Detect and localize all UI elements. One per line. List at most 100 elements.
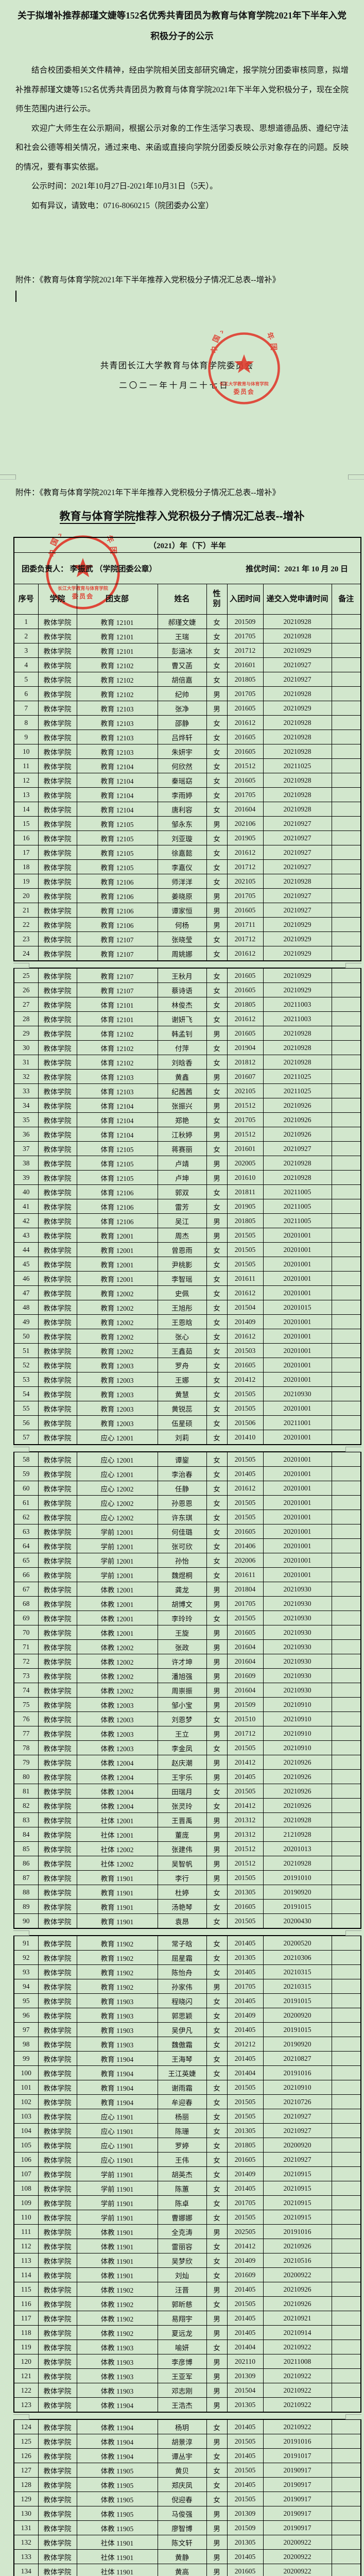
table-cell: 20210926 (263, 1098, 332, 1113)
table-cell: 39 (13, 1170, 39, 1185)
table-cell: 教育 12001 (76, 1242, 158, 1257)
table-cell: 20211003 (263, 997, 332, 1012)
table-cell: 91 (13, 1935, 39, 1951)
table-cell: 学前 11901 (76, 2181, 158, 2196)
table-cell: 20190920 (263, 2037, 332, 2052)
table-cell: 201505 (227, 1510, 264, 1524)
table-cell: 123 (13, 2397, 39, 2413)
table-cell: 35 (13, 1112, 39, 1127)
table-cell: 62 (13, 1510, 39, 1524)
table-cell: 201505 (227, 2434, 264, 2449)
page-margin-mark-left (13, 1447, 29, 1452)
table-cell: 20210930 (263, 1625, 332, 1640)
table-cell: 女 (206, 2051, 228, 2066)
table-cell: 应心 12002 (76, 1481, 158, 1496)
table-row: 58 教体学院 应心 12001 谭鋆女 201505 20201001 (13, 1451, 361, 1467)
table-cell: 教育 12107 (76, 931, 158, 946)
table-cell: 教体学院 (38, 2354, 77, 2369)
table-cell: 95 (13, 1993, 39, 2008)
table-cell: 教体学院 (38, 1213, 77, 1228)
table-cell: 曹娜娜 (157, 2210, 207, 2225)
table-cell (331, 2094, 361, 2109)
table-cell (331, 1141, 361, 1156)
table-cell: 20210929 (263, 946, 332, 961)
table-cell: 夏远龙 (157, 2325, 207, 2340)
table-cell (331, 2296, 361, 2311)
table-row: 118 教体学院 体教 11902 夏远龙男 201405 20210914 (13, 2325, 361, 2340)
table-cell: 杨玥 (157, 2419, 207, 2434)
table-cell: 21210928 (263, 1827, 332, 1842)
table-cell: 王恩晗 (157, 1314, 207, 1329)
table-cell: 201503 (227, 1343, 264, 1358)
table-row: 88 教体学院 教育 11901 杜婷女 201305 20190920 (13, 1885, 361, 1900)
table-cell: 201604 (227, 802, 264, 817)
table-cell: 曾恩雨 (157, 1242, 207, 1257)
table-cell (331, 2477, 361, 2492)
table-cell: 体育 12102 (76, 1040, 158, 1055)
text-cursor[interactable] (15, 291, 16, 302)
table-cell: 教体学院 (38, 1466, 77, 1481)
table-cell: 男 (206, 888, 228, 903)
table-cell: 女 (206, 1055, 228, 1070)
table-cell: 201612 (227, 1011, 264, 1026)
table-row: 99 教体学院 教育 11904 王海琴女 201405 20210827 (13, 2051, 361, 2066)
table-cell: 20 (13, 888, 39, 903)
table-cell: 53 (13, 1372, 39, 1387)
table-cell: 20210930 (263, 1386, 332, 1401)
table-cell: 教体学院 (38, 787, 77, 802)
table-cell: 教体学院 (38, 845, 77, 860)
table-cell: 教育 12102 (76, 672, 158, 687)
table-cell: 教育 12102 (76, 686, 158, 701)
table-row: 112 教体学院 体教 11901 雷丽容女 201412 20210926 (13, 2239, 361, 2253)
table-cell: 教体学院 (38, 1415, 77, 1430)
table-cell: 201406 (227, 1538, 264, 1553)
table-cell: 教体学院 (38, 802, 77, 817)
table-row: 73 教体学院 体教 12002 潘旭强男 201609 20210930 (13, 1668, 361, 1683)
table-cell: 男 (206, 2354, 228, 2369)
table-cell: 女 (206, 1611, 228, 1625)
table-cell: 女 (206, 2138, 228, 2153)
table-cell: 112 (13, 2239, 39, 2253)
table-cell: 教体学院 (38, 1040, 77, 1055)
table-cell: 201512 (227, 1841, 264, 1856)
table-cell: 20210915 (263, 2181, 332, 2196)
table-cell: 女 (206, 1430, 228, 1445)
table-cell: 201505 (227, 2080, 264, 2095)
table-cell: 201405 (227, 2419, 264, 2434)
table-cell: 男 (206, 1069, 228, 1084)
table-cell (331, 2253, 361, 2268)
table-cell: 20210929 (263, 917, 332, 932)
table-cell (331, 997, 361, 1012)
table-cell: 教体学院 (38, 773, 77, 788)
table-cell: 31 (13, 1055, 39, 1070)
table-cell: 社体 12001 (76, 1827, 158, 1842)
table-cell: 20210929 (263, 968, 332, 983)
signature-date: 二〇二一年十月二十七日 (119, 381, 230, 390)
table-cell: 201405 (227, 2477, 264, 2492)
table-cell: 19 (13, 874, 39, 889)
table-cell: 蔡诗语 (157, 982, 207, 997)
table-cell: 女 (206, 946, 228, 961)
table-cell: 20201001 (263, 1466, 332, 1481)
table-cell: 201805 (227, 672, 264, 687)
table-cell: 20210928 (263, 1856, 332, 1871)
table-cell: 20211025 (263, 1069, 332, 1084)
table-cell: 20201001 (263, 1553, 332, 1568)
table-cell: 38 (13, 1156, 39, 1171)
table-cell: 女 (206, 1524, 228, 1539)
table-cell: 郭昕慈 (157, 2296, 207, 2311)
table-cell: 教育 12001 (76, 1271, 158, 1286)
table-row: 56 教体学院 教育 12003 伍星硕女 201506 20211001 (13, 1415, 361, 1430)
table-cell: 教育 11904 (76, 2051, 158, 2066)
table-cell: 教育 11903 (76, 2037, 158, 2052)
table-row: 133 教体学院 社体 11901 黄静男 201405 20200922 (13, 2549, 361, 2564)
page-break-marker (0, 473, 364, 480)
table-cell: 何杨 (157, 917, 207, 932)
col-header-7: 备注 (331, 584, 361, 615)
page-margin-mark-left (13, 1930, 29, 1936)
table-cell (331, 1769, 361, 1784)
table-cell: 男 (206, 1668, 228, 1683)
table-cell: 女 (206, 1711, 228, 1726)
notice-title: 关于拟增补推荐郝瑾文婕等152名优秀共青团员为教育与体育学院2021年下半年入党… (18, 10, 346, 41)
table-cell: 教体学院 (38, 1697, 77, 1712)
